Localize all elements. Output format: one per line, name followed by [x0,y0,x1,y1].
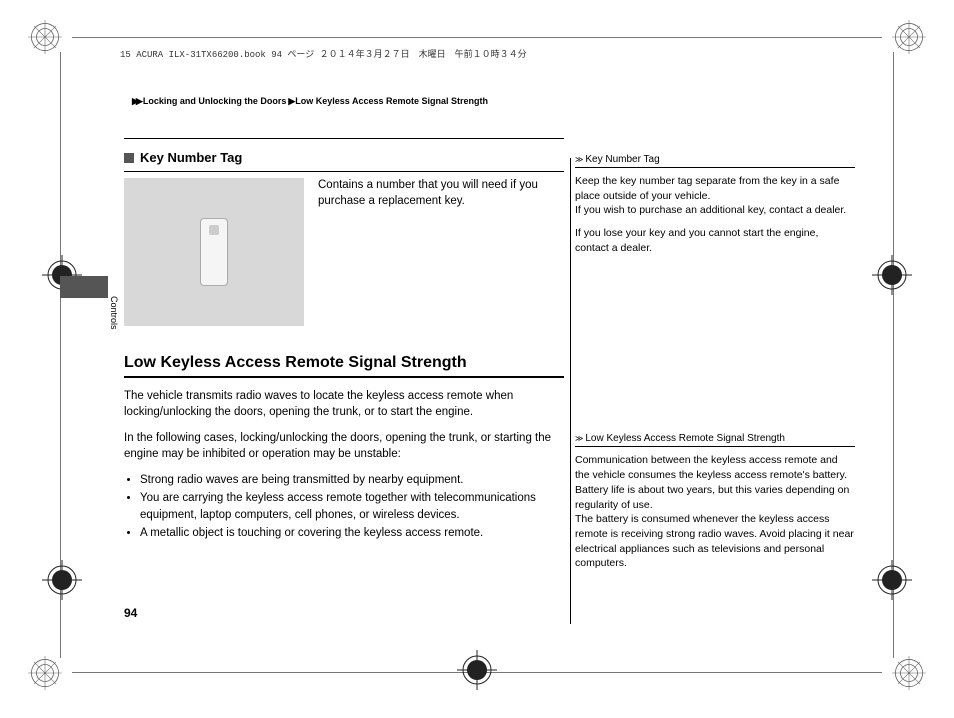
paragraph: The vehicle transmits radio waves to loc… [124,388,564,420]
key-tag-description: Contains a number that you will need if … [318,178,564,326]
breadcrumb-arrow-icon: ▶ [288,96,292,106]
breadcrumb-arrow-icon: ▶▶ [132,96,140,106]
registration-mark-icon [892,656,926,690]
section-tab [60,276,108,298]
file-header: 15 ACURA ILX-31TX66200.book 94 ページ ２０１４年… [120,47,527,60]
crop-target-icon [872,560,912,600]
paragraph: In the following cases, locking/unlockin… [124,430,564,462]
paragraph: The battery is consumed whenever the key… [575,512,855,571]
breadcrumb-seg: Locking and Unlocking the Doors [143,96,287,106]
rule [124,171,564,172]
rule [575,167,855,168]
rule [575,446,855,447]
breadcrumb: ▶▶Locking and Unlocking the Doors▶Low Ke… [132,96,488,107]
section-title: Key Number Tag [140,150,242,165]
sidebar-heading: ≫Key Number Tag [575,154,855,165]
list-item: You are carrying the keyless access remo… [140,490,564,522]
sidebar-body: Communication between the keyless access… [575,453,855,571]
section-tab-label: Controls [109,296,119,330]
sidebar-heading-text: Key Number Tag [585,154,659,165]
breadcrumb-seg: Low Keyless Access Remote Signal Strengt… [295,96,488,106]
crop-line [72,37,882,38]
key-fob-icon [200,218,228,286]
body-text: The vehicle transmits radio waves to loc… [124,388,564,541]
paragraph: Keep the key number tag separate from th… [575,174,855,218]
triangle-icon: ≫ [575,434,583,443]
paragraph: If you lose your key and you cannot star… [575,226,855,255]
sidebar-heading-text: Low Keyless Access Remote Signal Strengt… [585,433,785,444]
rule [124,138,564,139]
page-number: 94 [124,606,137,620]
divider [570,158,571,624]
paragraph: Battery life is about two years, but thi… [575,483,855,512]
list-item: Strong radio waves are being transmitted… [140,472,564,488]
list-item: A metallic object is touching or coverin… [140,525,564,541]
paragraph: Communication between the keyless access… [575,453,855,482]
crop-target-icon [457,650,497,690]
registration-mark-icon [892,20,926,54]
registration-mark-icon [28,20,62,54]
triangle-icon: ≫ [575,155,583,164]
section-heading: Low Keyless Access Remote Signal Strengt… [124,354,564,372]
registration-mark-icon [28,656,62,690]
crop-target-icon [872,255,912,295]
rule [124,376,564,378]
crop-target-icon [42,560,82,600]
key-tag-image [124,178,304,326]
sidebar-body: Keep the key number tag separate from th… [575,174,855,255]
square-bullet-icon [124,153,134,163]
sidebar-heading: ≫Low Keyless Access Remote Signal Streng… [575,433,855,444]
